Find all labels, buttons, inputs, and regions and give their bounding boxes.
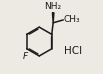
Text: F: F — [23, 52, 28, 61]
Polygon shape — [52, 13, 54, 23]
Text: HCl: HCl — [64, 46, 82, 56]
Text: CH₃: CH₃ — [64, 15, 81, 24]
Text: NH₂: NH₂ — [45, 2, 62, 11]
